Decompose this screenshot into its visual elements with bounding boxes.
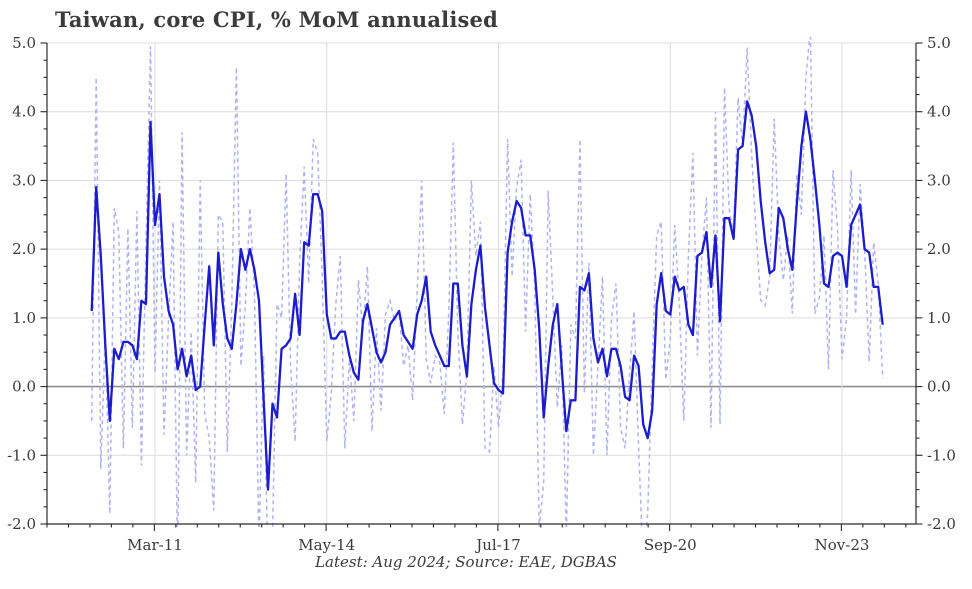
- svg-text:May-14: May-14: [298, 536, 355, 554]
- svg-text:Sep-20: Sep-20: [644, 536, 697, 554]
- svg-text:5.0: 5.0: [927, 34, 951, 52]
- chart-footnote: Latest: Aug 2024; Source: EAE, DGBAS: [315, 553, 617, 571]
- svg-text:Jul-17: Jul-17: [474, 536, 521, 554]
- chart-title: Taiwan, core CPI, % MoM annualised: [55, 7, 498, 32]
- svg-text:2.0: 2.0: [927, 240, 951, 258]
- monthly-series-line: [90, 37, 884, 527]
- svg-text:1.0: 1.0: [12, 309, 36, 327]
- svg-text:2.0: 2.0: [12, 240, 36, 258]
- series-group: [90, 37, 884, 527]
- y-axis-labels: -2.0 -2.0 -1.0 -1.0 0.0 0.0 1.0 1.0 2.0 2.0 3.0 3.0…: [7, 34, 956, 533]
- svg-text:3.0: 3.0: [12, 171, 36, 189]
- x-axis-ticks: [46, 524, 907, 531]
- svg-text:-1.0: -1.0: [927, 446, 956, 464]
- svg-text:4.0: 4.0: [12, 103, 36, 121]
- y-axis-ticks: [40, 42, 923, 525]
- y-gridlines: [47, 42, 916, 456]
- svg-text:3.0: 3.0: [927, 171, 951, 189]
- svg-text:-2.0: -2.0: [7, 515, 36, 533]
- svg-text:1.0: 1.0: [927, 309, 951, 327]
- smoothed-series-line: [90, 100, 884, 491]
- svg-text:-2.0: -2.0: [927, 515, 956, 533]
- svg-text:4.0: 4.0: [927, 103, 951, 121]
- x-axis-labels: Mar-11 May-14 Jul-17 Sep-20 Nov-23: [127, 536, 869, 554]
- svg-text:5.0: 5.0: [12, 34, 36, 52]
- x-gridlines: [154, 43, 843, 524]
- svg-text:-1.0: -1.0: [7, 446, 36, 464]
- svg-text:Mar-11: Mar-11: [127, 536, 183, 554]
- svg-text:0.0: 0.0: [12, 378, 36, 396]
- svg-text:0.0: 0.0: [927, 378, 951, 396]
- svg-text:Nov-23: Nov-23: [815, 536, 870, 554]
